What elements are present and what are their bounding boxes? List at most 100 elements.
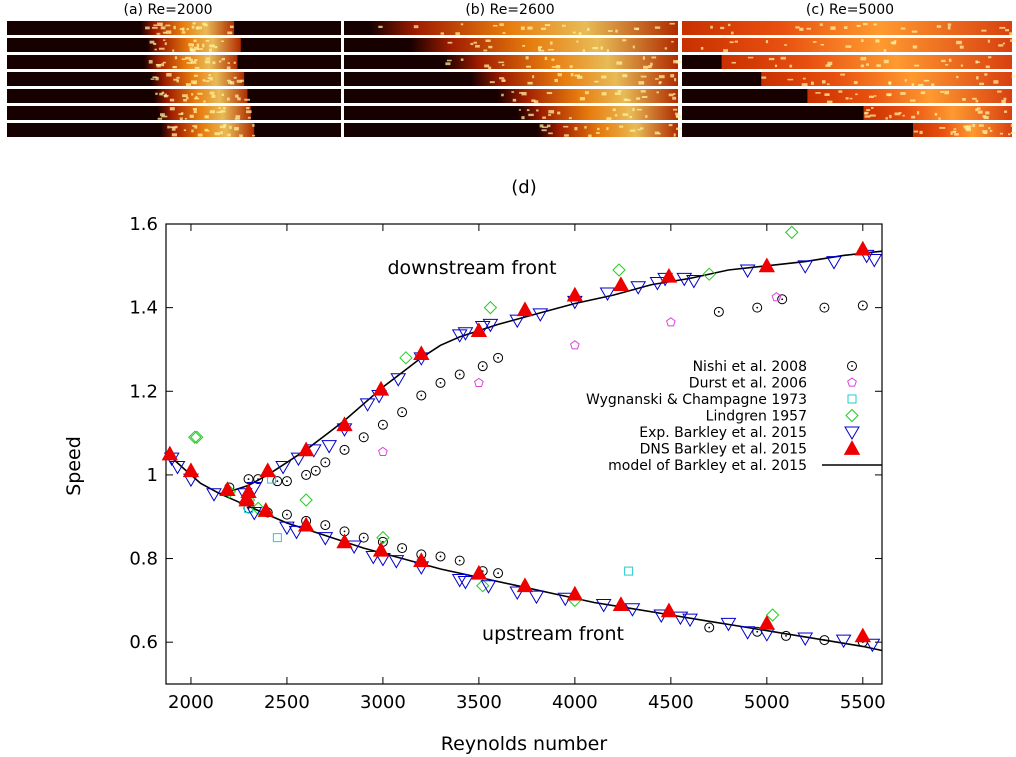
speckle: [1003, 97, 1007, 101]
speckle: [227, 81, 232, 84]
data-point-dot: [439, 382, 442, 384]
speckle: [579, 97, 585, 101]
speckle: [997, 90, 1002, 93]
speckle: [648, 65, 652, 69]
speckle: [574, 126, 578, 131]
speckle: [195, 96, 198, 100]
data-point: [509, 314, 526, 329]
data-point: [413, 345, 430, 361]
data-point: [281, 476, 292, 487]
speckle: [229, 81, 235, 85]
turbulent-region: [863, 106, 1012, 120]
data-point: [451, 573, 468, 588]
speckle: [531, 99, 536, 102]
speckle: [161, 63, 165, 67]
speckle: [944, 90, 950, 95]
speckle: [557, 111, 561, 115]
data-point: [483, 300, 498, 315]
speckle: [235, 94, 239, 98]
speckle: [656, 91, 659, 94]
speckle: [227, 31, 233, 35]
annotation-upstream-front: upstream front: [482, 623, 624, 645]
speckle: [193, 109, 197, 114]
speckle: [864, 111, 869, 115]
speckle: [960, 64, 963, 67]
speckle: [768, 57, 775, 61]
speckle: [911, 115, 916, 119]
speckle: [645, 115, 648, 118]
y-tick-label: 0.8: [129, 549, 158, 570]
data-point: [297, 516, 315, 532]
speckle: [185, 56, 192, 60]
speckle: [526, 65, 532, 68]
turbulent-puff: [153, 89, 248, 103]
speckle: [576, 75, 583, 79]
speckle: [470, 42, 474, 46]
data-point: [599, 287, 616, 301]
speckle: [239, 134, 243, 137]
speckle: [594, 80, 599, 83]
speckle: [614, 92, 621, 95]
speckle: [191, 25, 195, 29]
speckle: [202, 43, 205, 48]
speckle: [183, 98, 188, 102]
speckle: [158, 47, 165, 50]
speckle: [166, 73, 172, 77]
turbulent-puff: [410, 38, 678, 52]
data-point: [624, 566, 634, 576]
speckle: [584, 126, 587, 129]
speckle: [204, 115, 209, 119]
speckle: [163, 94, 169, 97]
data-point: [301, 469, 312, 480]
turbulent-puff: [140, 21, 235, 35]
data-point: [493, 568, 504, 579]
turbulent-puff: [517, 106, 678, 120]
data-point: [612, 263, 626, 277]
speckle: [643, 65, 649, 69]
data-point: [376, 530, 390, 545]
speckle: [819, 23, 823, 26]
data-point-dot: [756, 306, 759, 309]
speckle: [988, 127, 991, 130]
speckle: [765, 40, 769, 44]
speckle: [622, 113, 629, 116]
speckle: [235, 115, 241, 118]
speckle: [234, 127, 239, 131]
speckle: [632, 45, 635, 49]
speckle: [550, 41, 553, 45]
speckle: [192, 22, 196, 25]
speckle: [622, 74, 628, 78]
data-point: [612, 596, 630, 611]
speckle: [720, 26, 725, 30]
speckle: [252, 134, 256, 137]
speckle: [673, 60, 678, 64]
data-point: [660, 602, 678, 618]
speckle: [192, 107, 197, 110]
data-point: [624, 603, 641, 617]
speckle: [940, 90, 945, 93]
speckle: [204, 128, 209, 131]
speckle: [985, 111, 990, 115]
legend-label: Lindgren 1957: [706, 409, 807, 425]
speckle: [161, 115, 168, 118]
speckle: [802, 77, 806, 80]
speckle: [162, 31, 167, 34]
data-point: [182, 462, 200, 478]
speckle: [761, 76, 767, 79]
speckle: [941, 59, 946, 63]
speckle: [182, 94, 188, 98]
speckle: [774, 64, 778, 68]
data-point: [470, 322, 488, 338]
speckle: [184, 117, 187, 120]
axis-ticks: 2000 2500 3000 3500 4000 4500 5000 5500 0.6 0.8 1 1…: [129, 214, 885, 713]
speckle: [578, 32, 582, 36]
data-point: [702, 267, 716, 281]
speckle: [174, 56, 178, 60]
data-point: [161, 445, 179, 461]
speckle: [659, 81, 662, 84]
speckle: [154, 48, 157, 51]
data-point: [336, 416, 353, 432]
speckle: [820, 43, 825, 46]
speckle: [173, 78, 178, 81]
